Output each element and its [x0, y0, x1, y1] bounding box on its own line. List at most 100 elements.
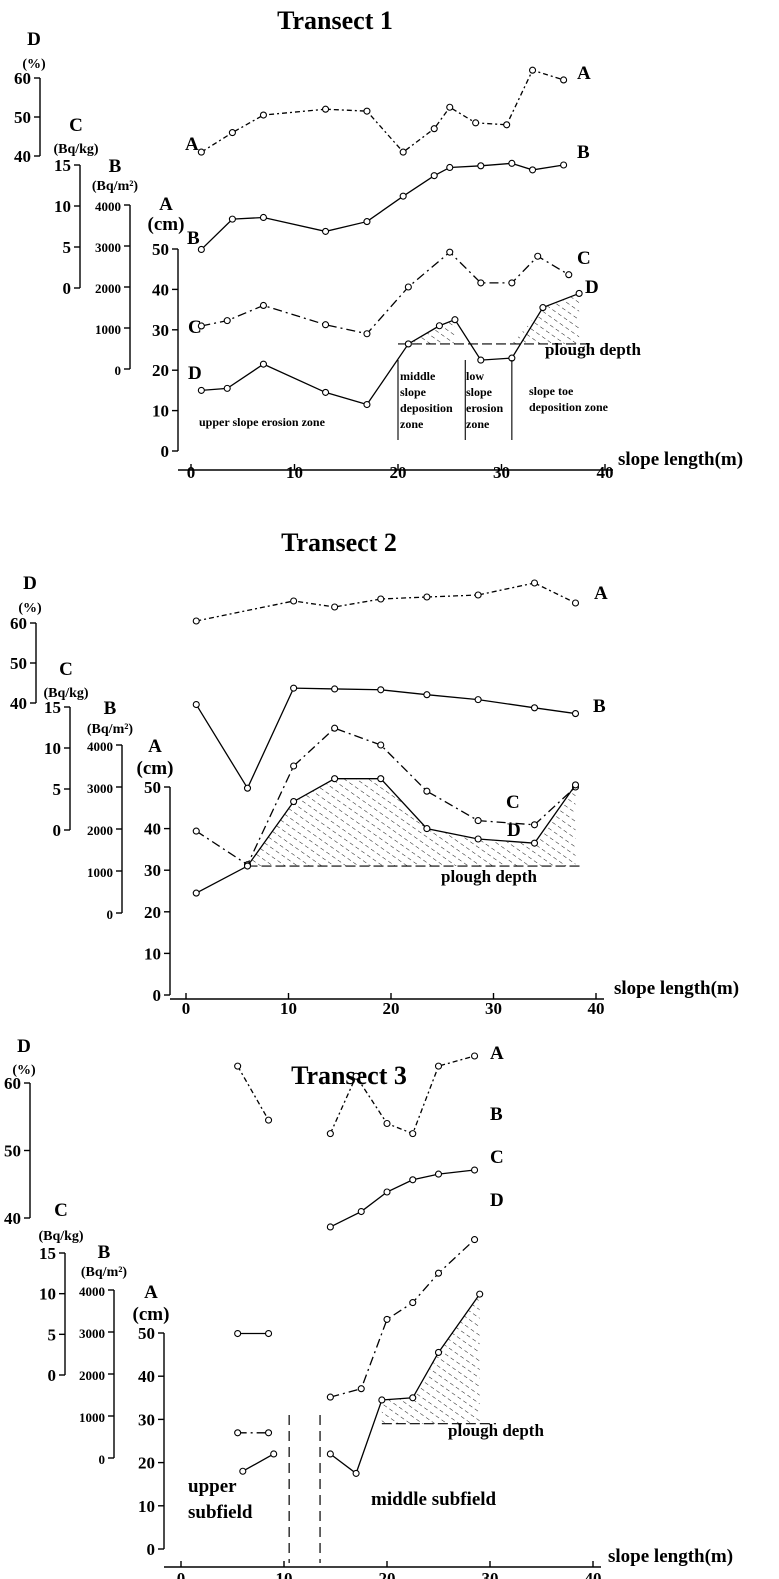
subfield-label: middle subfield — [371, 1489, 497, 1510]
series-d-line — [329, 1293, 481, 1475]
series-b-point — [430, 172, 438, 180]
series-c-point — [383, 1315, 391, 1323]
series-d-line — [201, 292, 580, 406]
y-tick-label: 2000 — [95, 281, 121, 296]
series-c-point — [363, 330, 371, 338]
y-axis-b-name: B — [104, 698, 117, 719]
y-tick-label: 0 — [107, 907, 114, 922]
zone-label: zone — [400, 417, 424, 431]
series-b-point — [192, 700, 200, 709]
y-tick-label: 40 — [152, 280, 169, 299]
y-tick-label: 15 — [44, 698, 61, 717]
series-d-point — [259, 360, 268, 368]
x-tick-label: 40 — [597, 463, 614, 482]
series-b-point — [264, 1329, 273, 1338]
y-tick-label: 50 — [4, 1142, 21, 1161]
series-d-point — [378, 1396, 386, 1404]
series-d-point — [239, 1467, 247, 1475]
series-c-point — [446, 248, 454, 256]
series-d-point — [192, 889, 200, 897]
series-d-line — [242, 1453, 275, 1472]
subfield-label: subfield — [188, 1502, 253, 1523]
y-axis-c-unit: (Bq/kg) — [43, 686, 88, 701]
series-a-point — [571, 599, 580, 607]
series-a-point — [234, 1062, 242, 1070]
y-tick-label: 60 — [4, 1074, 21, 1093]
y-axis-c-name: C — [69, 115, 83, 136]
series-c-point — [326, 1393, 334, 1401]
x-axis-label: slope length(m) — [614, 978, 739, 999]
series-b-point — [446, 163, 454, 172]
zone-label: slope — [400, 385, 427, 399]
y-tick-label: 10 — [152, 402, 169, 421]
x-tick-label: 10 — [280, 999, 297, 1018]
y-axis-d-name: D — [27, 29, 41, 50]
y-axis-b-name: B — [109, 156, 122, 177]
zone-label: deposition zone — [529, 400, 609, 414]
series-d-point — [434, 1348, 443, 1356]
series-c-point — [223, 317, 231, 325]
series-a-point — [331, 603, 339, 611]
series-d-point — [474, 835, 482, 843]
y-axis-b-unit: (Bq/m²) — [92, 179, 139, 194]
y-tick-label: 30 — [138, 1410, 155, 1429]
x-tick-label: 30 — [485, 999, 502, 1018]
y-axis-c-name: C — [54, 1200, 68, 1221]
y-tick-label: 3000 — [87, 781, 113, 796]
y-tick-label: 50 — [14, 108, 31, 127]
series-d-point — [477, 356, 485, 364]
series-label-start: B — [187, 228, 200, 249]
series-label-end: B — [577, 142, 590, 163]
x-tick-label: 20 — [379, 1569, 396, 1579]
series-b-line — [200, 162, 564, 250]
series-b-point — [326, 1223, 334, 1231]
y-tick-label: 20 — [144, 903, 161, 922]
y-tick-label: 40 — [10, 694, 27, 713]
series-b-point — [434, 1170, 443, 1178]
series-c-point — [192, 827, 200, 835]
series-a-point — [472, 119, 480, 127]
x-tick-label: 20 — [383, 999, 400, 1018]
series-a-point — [192, 617, 200, 625]
y-tick-label: 15 — [39, 1244, 56, 1263]
deposition-hatch — [408, 319, 455, 344]
y-tick-label: 60 — [14, 69, 31, 88]
series-c-point — [409, 1299, 417, 1307]
series-b-point — [197, 245, 205, 254]
x-axis-label: slope length(m) — [618, 449, 743, 470]
series-a-point — [259, 111, 268, 119]
series-a-point — [530, 579, 539, 587]
y-tick-label: 10 — [39, 1285, 56, 1304]
series-c-line — [201, 251, 570, 335]
y-axis-a-name: A — [148, 736, 162, 757]
x-tick-label: 0 — [177, 1569, 186, 1579]
series-d-point — [197, 386, 205, 394]
series-c-point — [530, 821, 539, 829]
series-d-point — [321, 388, 330, 396]
series-b-point — [383, 1188, 391, 1196]
series-a-point — [363, 107, 371, 115]
y-tick-label: 5 — [53, 780, 62, 799]
series-d-point — [423, 825, 431, 833]
y-tick-label: 0 — [53, 821, 62, 840]
series-label-end: B — [490, 1104, 503, 1125]
series-c-point — [423, 787, 431, 795]
series-d-point — [404, 340, 412, 348]
y-axis-d-unit: (%) — [22, 57, 46, 72]
y-tick-label: 1000 — [87, 865, 113, 880]
series-d-point — [476, 1290, 484, 1298]
y-axis-a-name: A — [144, 1282, 158, 1303]
y-tick-label: 50 — [144, 778, 161, 797]
series-d-point — [377, 775, 385, 783]
series-c-point — [434, 1269, 443, 1277]
series-a-point — [290, 597, 298, 605]
zone-label: slope — [466, 385, 493, 399]
series-b-point — [321, 227, 330, 235]
series-a-point — [528, 66, 537, 74]
y-tick-label: 0 — [99, 1452, 106, 1467]
series-a-point — [383, 1119, 391, 1128]
series-d-point — [326, 1450, 334, 1458]
series-b-point — [474, 696, 482, 704]
series-label-end: C — [506, 792, 520, 813]
